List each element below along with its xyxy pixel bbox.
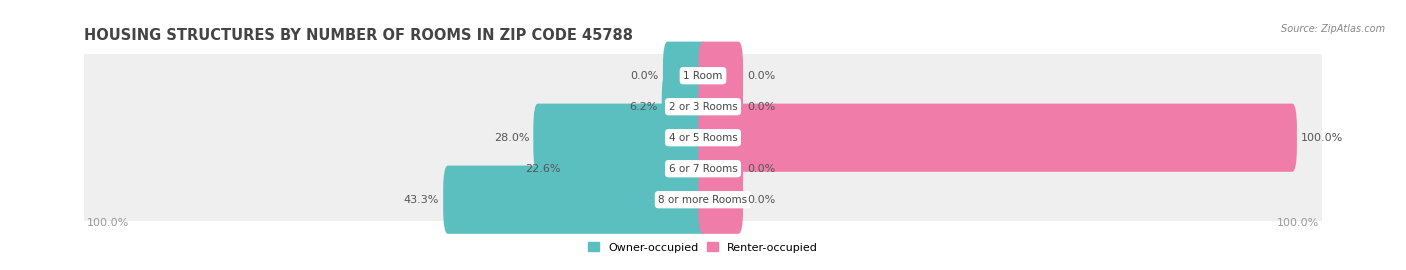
FancyBboxPatch shape	[699, 135, 742, 203]
Text: 100.0%: 100.0%	[1277, 218, 1319, 228]
FancyBboxPatch shape	[664, 42, 707, 110]
Text: 0.0%: 0.0%	[747, 102, 776, 112]
FancyBboxPatch shape	[699, 166, 742, 234]
Text: HOUSING STRUCTURES BY NUMBER OF ROOMS IN ZIP CODE 45788: HOUSING STRUCTURES BY NUMBER OF ROOMS IN…	[84, 28, 633, 43]
Legend: Owner-occupied, Renter-occupied: Owner-occupied, Renter-occupied	[588, 242, 818, 253]
FancyBboxPatch shape	[699, 73, 742, 141]
FancyBboxPatch shape	[533, 104, 707, 172]
FancyBboxPatch shape	[699, 104, 1296, 172]
FancyBboxPatch shape	[83, 98, 1323, 177]
Text: 28.0%: 28.0%	[494, 133, 529, 143]
Text: Source: ZipAtlas.com: Source: ZipAtlas.com	[1281, 24, 1385, 34]
FancyBboxPatch shape	[699, 42, 742, 110]
Text: 8 or more Rooms: 8 or more Rooms	[658, 195, 748, 205]
Text: 0.0%: 0.0%	[747, 71, 776, 81]
FancyBboxPatch shape	[83, 36, 1323, 115]
FancyBboxPatch shape	[443, 166, 707, 234]
FancyBboxPatch shape	[565, 135, 707, 203]
Text: 100.0%: 100.0%	[1301, 133, 1343, 143]
FancyBboxPatch shape	[83, 129, 1323, 208]
Text: 2 or 3 Rooms: 2 or 3 Rooms	[669, 102, 737, 112]
Text: 100.0%: 100.0%	[87, 218, 129, 228]
FancyBboxPatch shape	[83, 67, 1323, 146]
Text: 43.3%: 43.3%	[404, 195, 439, 205]
Text: 0.0%: 0.0%	[630, 71, 659, 81]
FancyBboxPatch shape	[662, 73, 707, 141]
Text: 4 or 5 Rooms: 4 or 5 Rooms	[669, 133, 737, 143]
Text: 6 or 7 Rooms: 6 or 7 Rooms	[669, 164, 737, 174]
FancyBboxPatch shape	[83, 160, 1323, 239]
Text: 0.0%: 0.0%	[747, 164, 776, 174]
Text: 1 Room: 1 Room	[683, 71, 723, 81]
Text: 0.0%: 0.0%	[747, 195, 776, 205]
Text: 6.2%: 6.2%	[630, 102, 658, 112]
Text: 22.6%: 22.6%	[526, 164, 561, 174]
